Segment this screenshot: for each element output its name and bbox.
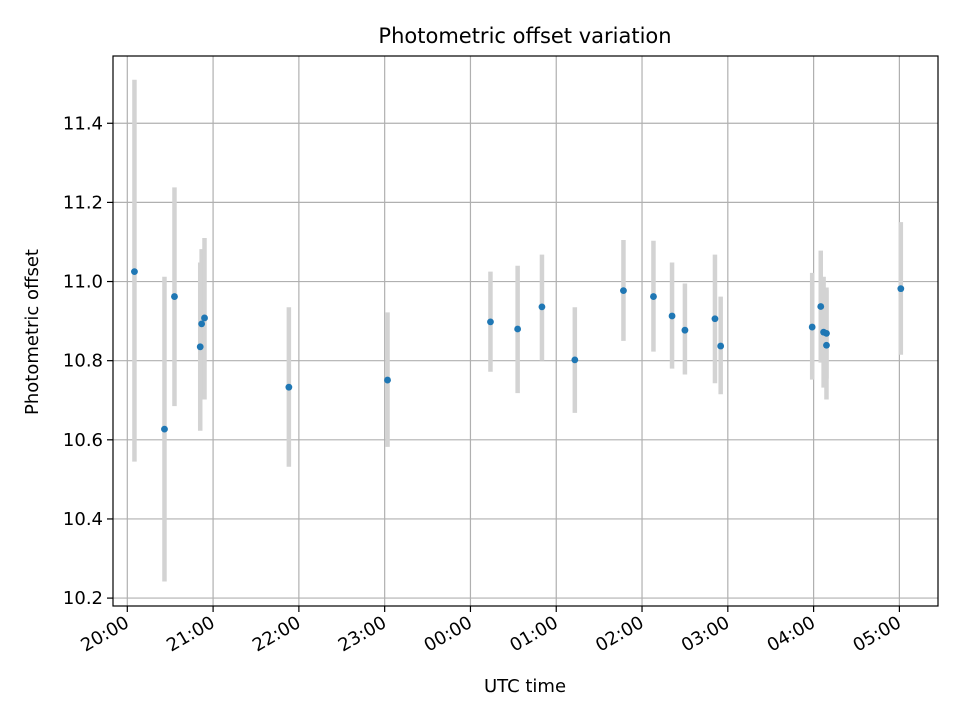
data-point <box>711 315 719 323</box>
chart-title: Photometric offset variation <box>378 24 671 48</box>
data-point <box>808 323 816 331</box>
data-point <box>131 268 138 276</box>
x-axis-label: UTC time <box>484 676 566 697</box>
data-point <box>823 341 830 349</box>
data-point <box>668 312 676 320</box>
y-tick-label: 10.2 <box>63 588 103 609</box>
data-point <box>681 326 689 334</box>
y-tick-label: 10.8 <box>63 351 103 372</box>
y-tick-label: 10.6 <box>63 430 103 451</box>
data-point <box>620 287 627 295</box>
data-point <box>823 329 830 337</box>
data-point <box>201 314 208 322</box>
data-point <box>538 303 546 311</box>
data-point <box>571 356 579 364</box>
data-point <box>196 343 204 351</box>
data-point <box>384 376 391 384</box>
data-point <box>650 293 657 300</box>
y-tick-label: 11.4 <box>63 113 103 134</box>
data-point <box>717 342 725 350</box>
y-tick-label: 10.4 <box>63 509 103 530</box>
data-point <box>487 318 494 326</box>
data-point <box>171 293 178 300</box>
y-axis-label: Photometric offset <box>22 249 43 415</box>
data-point <box>514 325 522 333</box>
data-point <box>897 285 905 293</box>
y-tick-label: 11.2 <box>63 192 103 213</box>
data-point <box>161 425 168 433</box>
grid-layer <box>113 56 938 606</box>
y-tick-label: 11.0 <box>63 272 103 293</box>
plot-area-frame <box>112 55 939 607</box>
data-point <box>817 303 825 310</box>
data-point <box>285 383 293 391</box>
data-point <box>198 320 206 328</box>
point-layer <box>131 268 905 433</box>
